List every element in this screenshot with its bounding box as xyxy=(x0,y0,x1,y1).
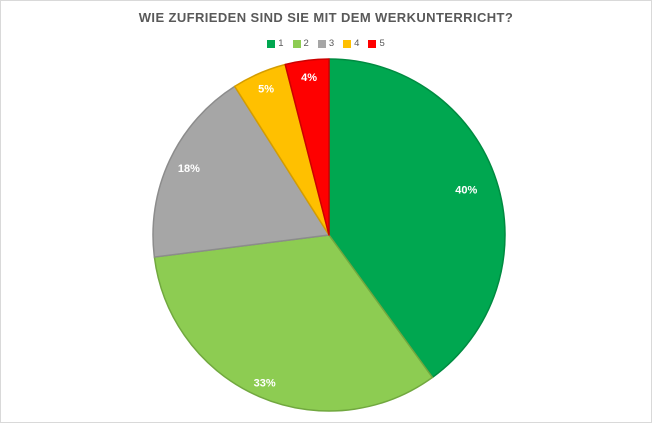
legend-item-1: 1 xyxy=(267,38,284,49)
legend-swatch-icon xyxy=(368,39,377,48)
legend-item-label: 4 xyxy=(354,38,360,49)
pie-data-label-3: 18% xyxy=(178,163,200,175)
legend-item-label: 1 xyxy=(278,38,284,49)
legend-item-2: 2 xyxy=(292,38,309,49)
pie-data-label-5: 4% xyxy=(301,72,317,84)
legend-item-label: 2 xyxy=(303,38,309,49)
pie-slice-5 xyxy=(284,58,330,236)
chart-legend: 1 2 3 4 5 xyxy=(1,38,651,49)
legend-swatch-icon xyxy=(317,39,326,48)
chart-title: WIE ZUFRIEDEN SIND SIE MIT DEM WERKUNTER… xyxy=(138,10,514,25)
pie-slice-3 xyxy=(152,85,330,258)
pie-data-label-2: 33% xyxy=(254,378,276,390)
legend-item-4: 4 xyxy=(343,38,359,49)
legend-item-label: 3 xyxy=(328,38,335,49)
legend-swatch-icon xyxy=(267,39,276,48)
legend-swatch-icon xyxy=(343,39,352,48)
legend-item-3: 3 xyxy=(317,38,335,49)
pie-data-label-4: 5% xyxy=(258,84,274,96)
pie-slice-1 xyxy=(328,58,506,379)
legend-item-label: 5 xyxy=(379,38,385,49)
pie-data-label-1: 40% xyxy=(455,184,477,196)
legend-swatch-icon xyxy=(292,39,301,48)
pie-slice-2 xyxy=(153,234,434,412)
legend-item-5: 5 xyxy=(368,38,385,49)
